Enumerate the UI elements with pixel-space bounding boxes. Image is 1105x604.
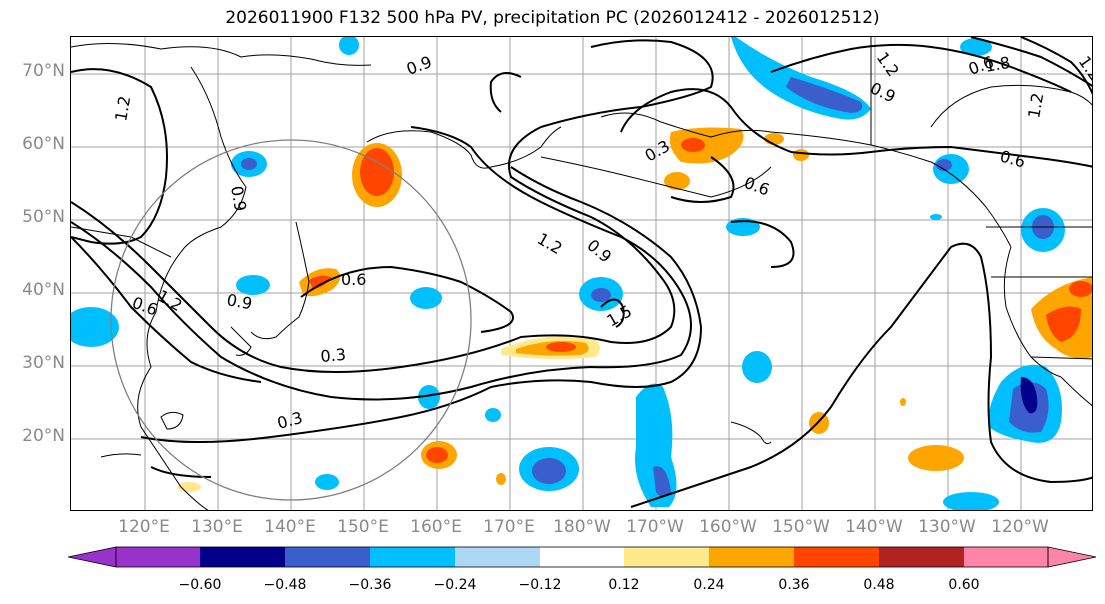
coastlines: [71, 37, 1092, 510]
colorbar: [68, 546, 1097, 568]
lat-label-70n: 70°N: [22, 61, 65, 81]
colorbar-tick-label: 0.12: [608, 577, 640, 593]
colorbar-outline: [115, 546, 1049, 568]
colorbar-swatch: [370, 547, 455, 567]
colorbar-tick-label: −0.36: [348, 577, 392, 593]
lon-label-150e: 150°E: [337, 517, 389, 537]
contour-label: 0.9: [227, 184, 250, 212]
contour-label: 0.9: [404, 52, 434, 79]
contour-label: 1.2: [1024, 91, 1047, 119]
pv-contours: [71, 37, 1092, 508]
colorbar-swatch: [540, 547, 624, 567]
colorbar-swatch: [116, 547, 200, 567]
lon-label-170e: 170°E: [483, 517, 535, 537]
contour-label: 0.9: [225, 290, 253, 313]
lon-label-180w: 180°W: [553, 517, 611, 537]
contour-label: 0.9: [867, 78, 898, 106]
contour-label: 0.6: [130, 293, 160, 320]
contour-label: 0.6: [998, 147, 1028, 172]
colorbar-swatch: [709, 547, 794, 567]
lon-label-150w: 150°W: [772, 517, 830, 537]
colorbar-tick-label: −0.60: [178, 577, 222, 593]
lon-label-140w: 140°W: [845, 517, 903, 537]
colorbar-swatch: [624, 547, 709, 567]
map-panel: 1.2 0.9 0.6 0.3 1.5 0.9 1.2 0.6 0.3 0.9 …: [70, 36, 1093, 511]
contour-label: 0.9: [583, 236, 615, 267]
colorbar-tick-label: 0.48: [863, 577, 895, 593]
contour-label: 0.3: [320, 345, 347, 366]
colorbar-swatch: [285, 547, 370, 567]
colorbar-tick-label: 0.60: [948, 577, 980, 593]
lat-label-40n: 40°N: [22, 280, 65, 300]
graticule: [71, 37, 1092, 510]
lon-label-120e: 120°E: [118, 517, 170, 537]
colorbar-over-arrow: [1047, 546, 1097, 568]
lat-label-20n: 20°N: [22, 426, 65, 446]
colorbar-swatch: [964, 547, 1048, 567]
lat-label-60n: 60°N: [22, 134, 65, 154]
colorbar-swatch: [200, 547, 285, 567]
contour-label: 0.3: [642, 136, 674, 165]
chart-title: 2026011900 F132 500 hPa PV, precipitatio…: [225, 8, 880, 28]
lat-label-50n: 50°N: [22, 207, 65, 227]
colorbar-tick-label: −0.12: [518, 577, 562, 593]
lon-label-130e: 130°E: [191, 517, 243, 537]
contour-label: 1.2: [154, 286, 186, 315]
map-canvas: 1.2 0.9 0.6 0.3 1.5 0.9 1.2 0.6 0.3 0.9 …: [71, 37, 1092, 510]
contour-label: 1.2: [111, 94, 134, 122]
lon-label-140e: 140°E: [264, 517, 316, 537]
contour-label: 1.2: [534, 229, 566, 258]
contour-label: 1.2: [873, 48, 903, 80]
colorbar-swatch: [455, 547, 540, 567]
precip-negative-areas: [71, 37, 1065, 510]
lon-label-170w: 170°W: [626, 517, 684, 537]
contour-label: 0.6: [341, 270, 366, 289]
lon-label-160e: 160°E: [410, 517, 462, 537]
distance-ring: [110, 139, 472, 501]
contour-label: 1.8: [983, 53, 1011, 76]
colorbar-tick-label: 0.24: [693, 577, 725, 593]
lon-label-160w: 160°W: [699, 517, 757, 537]
colorbar-swatch: [879, 547, 964, 567]
colorbar-tick-label: −0.24: [433, 577, 477, 593]
colorbar-swatch: [794, 547, 879, 567]
colorbar-tick-label: −0.48: [263, 577, 307, 593]
precip-positive-areas: [177, 127, 1092, 492]
colorbar-under-arrow: [68, 546, 117, 568]
lon-label-120w: 120°W: [991, 517, 1049, 537]
lon-label-130w: 130°W: [918, 517, 976, 537]
lat-label-30n: 30°N: [22, 353, 65, 373]
colorbar-tick-label: 0.36: [778, 577, 810, 593]
contour-label: 0.3: [275, 408, 305, 433]
contour-label: 0.6: [742, 173, 772, 200]
